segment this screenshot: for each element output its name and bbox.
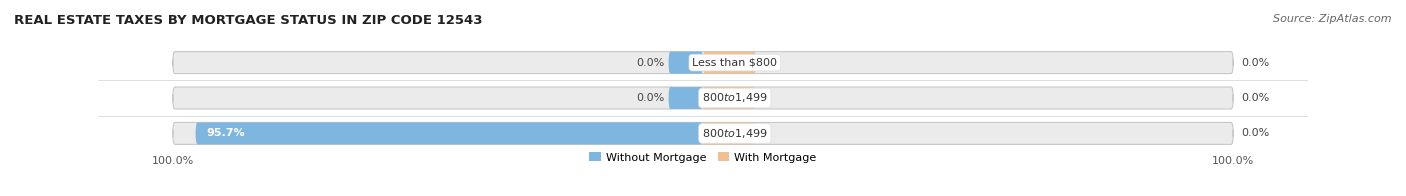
FancyBboxPatch shape bbox=[703, 87, 756, 109]
Text: 0.0%: 0.0% bbox=[636, 58, 664, 68]
Text: 95.7%: 95.7% bbox=[207, 128, 245, 138]
Text: 0.0%: 0.0% bbox=[1241, 58, 1270, 68]
Text: Source: ZipAtlas.com: Source: ZipAtlas.com bbox=[1274, 14, 1392, 24]
Text: $800 to $1,499: $800 to $1,499 bbox=[702, 92, 768, 104]
FancyBboxPatch shape bbox=[668, 87, 703, 109]
FancyBboxPatch shape bbox=[173, 122, 1233, 144]
Text: 0.0%: 0.0% bbox=[1241, 93, 1270, 103]
Legend: Without Mortgage, With Mortgage: Without Mortgage, With Mortgage bbox=[585, 148, 821, 167]
Text: Less than $800: Less than $800 bbox=[692, 58, 778, 68]
FancyBboxPatch shape bbox=[668, 52, 703, 74]
FancyBboxPatch shape bbox=[195, 122, 703, 144]
Text: $800 to $1,499: $800 to $1,499 bbox=[702, 127, 768, 140]
Text: 0.0%: 0.0% bbox=[636, 93, 664, 103]
Text: REAL ESTATE TAXES BY MORTGAGE STATUS IN ZIP CODE 12543: REAL ESTATE TAXES BY MORTGAGE STATUS IN … bbox=[14, 14, 482, 27]
FancyBboxPatch shape bbox=[173, 87, 1233, 109]
FancyBboxPatch shape bbox=[173, 52, 1233, 74]
FancyBboxPatch shape bbox=[703, 122, 756, 144]
Text: 0.0%: 0.0% bbox=[1241, 128, 1270, 138]
FancyBboxPatch shape bbox=[703, 52, 756, 74]
